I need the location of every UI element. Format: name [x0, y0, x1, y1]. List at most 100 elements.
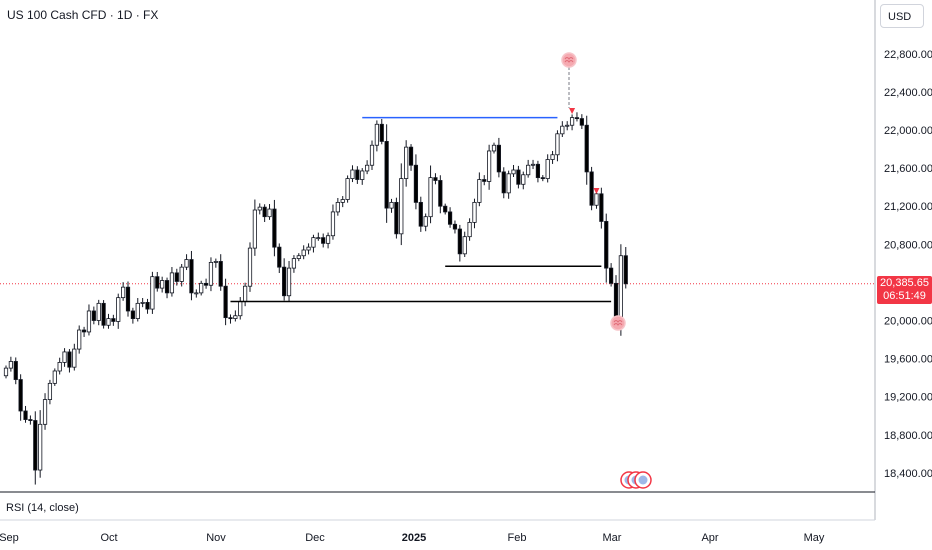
candle-body — [330, 211, 336, 237]
candle-body — [340, 199, 345, 203]
candle-body — [243, 285, 248, 302]
candle-body — [589, 171, 594, 206]
candle — [604, 213, 609, 283]
candle — [623, 247, 628, 289]
candle-body — [501, 171, 506, 194]
candle — [125, 281, 131, 317]
candle — [482, 175, 487, 186]
candle — [42, 393, 48, 430]
candle — [360, 168, 365, 185]
candle-body — [86, 310, 92, 333]
candle-body — [164, 280, 170, 294]
candle — [247, 242, 253, 292]
candle — [213, 258, 218, 268]
candle — [413, 154, 419, 210]
candle — [394, 197, 399, 239]
candle — [301, 245, 306, 260]
candle-body — [433, 177, 438, 181]
candle-body — [447, 211, 453, 225]
candle — [208, 257, 214, 292]
candle-body — [521, 174, 526, 185]
y-tick-label: 18,400.00 — [884, 468, 932, 480]
candle-body — [540, 177, 545, 180]
candle-body — [365, 164, 370, 172]
candle — [472, 198, 477, 229]
candle-body — [247, 247, 253, 287]
candle — [96, 299, 101, 326]
candle-body — [121, 286, 126, 299]
candle-body — [135, 302, 140, 319]
candle-body — [52, 370, 57, 384]
candle — [277, 243, 282, 274]
candle — [257, 203, 262, 215]
candle-body — [623, 255, 628, 285]
currency-selector[interactable]: USD — [880, 4, 924, 28]
candle-body — [208, 261, 214, 286]
candle-body — [457, 228, 462, 255]
candle — [560, 121, 565, 137]
candle — [77, 325, 82, 354]
candle-body — [218, 261, 223, 287]
candle — [86, 304, 92, 336]
candle — [365, 160, 370, 175]
candle — [609, 263, 614, 287]
candle-body — [462, 236, 467, 255]
candle — [52, 368, 57, 386]
candle — [462, 231, 467, 258]
last-price-tag: 20,385.65 06:51:49 — [877, 276, 932, 304]
candle-body — [101, 302, 106, 326]
candle — [384, 124, 389, 223]
candle-body — [130, 310, 135, 319]
candle-body — [560, 125, 565, 135]
candle-body — [13, 361, 18, 380]
candle — [243, 282, 248, 307]
candle-body — [321, 237, 326, 244]
candle-body — [535, 163, 541, 179]
candle — [506, 170, 511, 199]
brain-icon-folds — [564, 57, 574, 63]
candle-body — [584, 124, 589, 173]
candle-body — [550, 154, 555, 160]
candle-body — [106, 318, 111, 326]
candle — [238, 297, 243, 320]
candle-body — [77, 329, 82, 350]
brain-icon-base — [610, 315, 626, 331]
candle — [374, 120, 379, 152]
candle — [555, 130, 560, 162]
candle-body — [23, 410, 28, 420]
candle — [174, 268, 179, 286]
candle-body — [33, 420, 38, 471]
candle — [38, 410, 43, 478]
candle-body — [179, 266, 184, 282]
candle — [218, 254, 223, 291]
candle — [340, 196, 345, 208]
candle — [345, 175, 350, 203]
candle-body — [296, 255, 301, 259]
rsi-indicator-label[interactable]: RSI (14, close) — [6, 502, 79, 514]
candle-body — [404, 146, 409, 179]
economic-event-icon — [634, 471, 652, 489]
y-tick-label: 18,800.00 — [884, 430, 932, 442]
candle-body — [374, 123, 379, 146]
x-tick-label: Apr — [701, 532, 718, 544]
candle-body — [125, 286, 131, 312]
candle-body — [174, 272, 179, 282]
candle — [501, 167, 506, 199]
candle — [145, 298, 150, 314]
brain-icon-base — [561, 52, 577, 68]
candle — [286, 261, 292, 302]
candle — [155, 271, 160, 292]
candle — [135, 298, 140, 322]
candle-body — [72, 348, 77, 368]
candle-body — [282, 266, 287, 297]
candle — [121, 282, 126, 301]
candle — [18, 374, 23, 421]
candle-body — [213, 261, 218, 263]
y-tick-label: 21,600.00 — [884, 163, 932, 175]
candle-body — [369, 144, 375, 166]
candle-body — [150, 276, 155, 310]
y-tick-label: 21,200.00 — [884, 201, 932, 213]
candle-body — [394, 201, 399, 235]
candle — [579, 114, 584, 130]
